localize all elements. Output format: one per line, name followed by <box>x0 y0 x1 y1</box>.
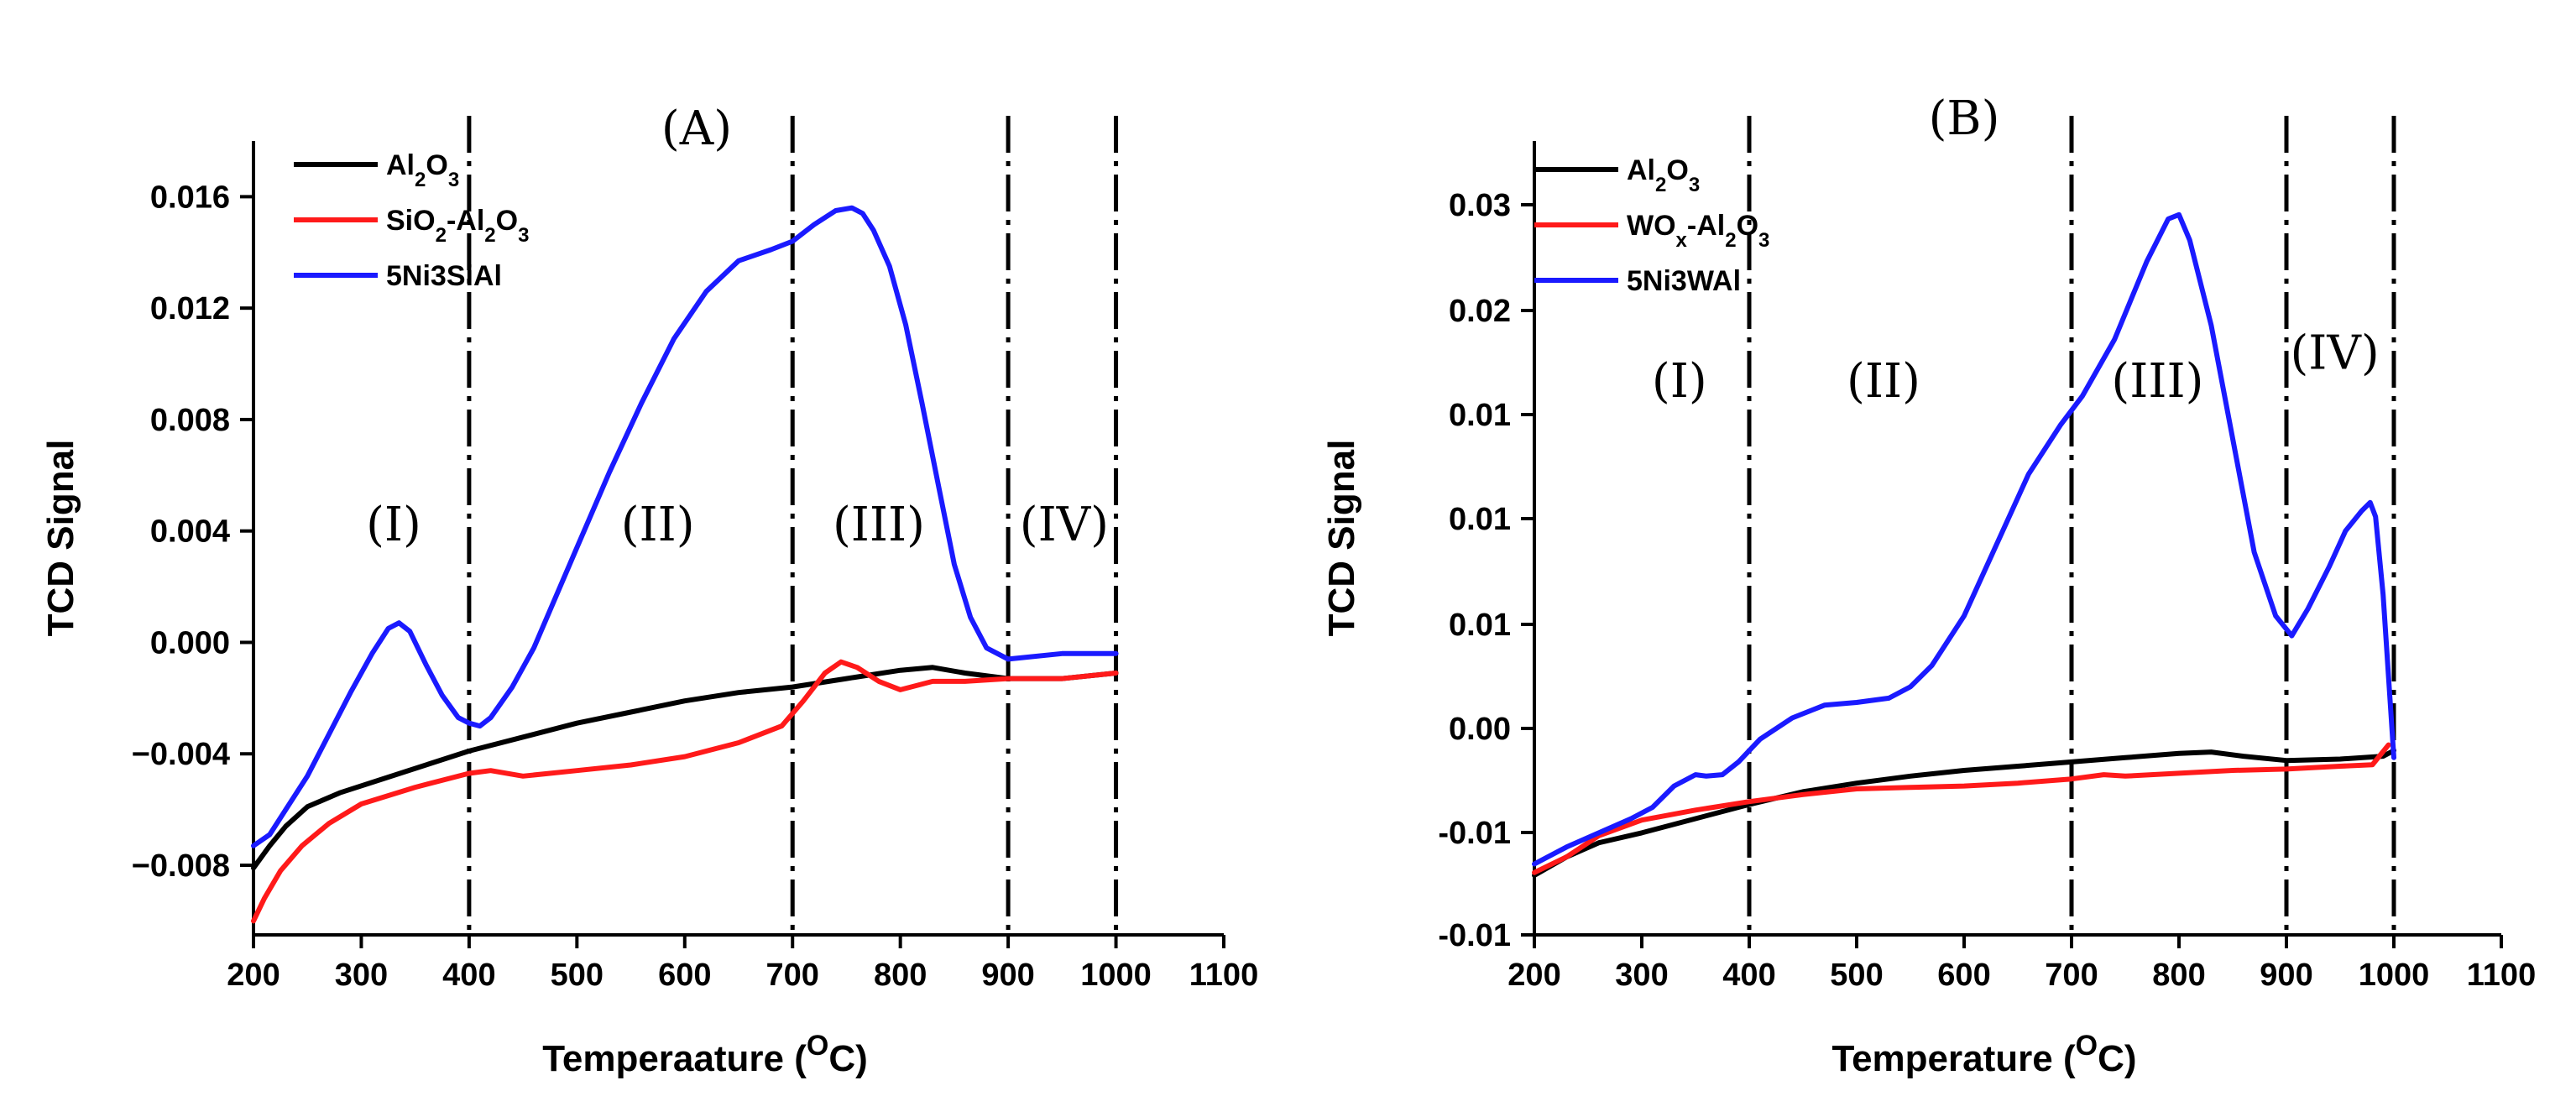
series-line-al2o3 <box>251 665 1119 871</box>
legend-sub: x <box>1676 229 1688 252</box>
legend-part: -Al <box>1687 210 1725 242</box>
x-tick-label: 700 <box>2045 958 2098 993</box>
region-label: (III) <box>833 498 925 552</box>
region-label: (II) <box>1847 354 1920 409</box>
legend-part: 5Ni3WAl <box>1627 265 1741 297</box>
y-tick-label: 0.008 <box>150 403 230 438</box>
legend-part: Al <box>1627 154 1655 186</box>
legend-part: O <box>1666 154 1688 186</box>
x-axis-title-sup: O <box>2076 1030 2098 1062</box>
legend-sub: 2 <box>1655 174 1666 196</box>
x-axis-title-text: Temperaature ( <box>542 1038 807 1079</box>
y-tick-label: 0.01 <box>1449 398 1511 433</box>
legend-sub: 3 <box>448 169 459 191</box>
legend-sub: 3 <box>518 224 529 247</box>
panel-label: (B) <box>1929 91 2000 146</box>
legend-part: 5Ni3SiAl <box>386 260 502 292</box>
x-tick-label: 1100 <box>2467 958 2536 993</box>
legend-part: O <box>426 149 447 181</box>
legend-sub: 2 <box>415 169 426 191</box>
x-tick-label: 900 <box>2260 958 2312 993</box>
legend-part: O <box>496 205 518 237</box>
y-tick-label: -0.01 <box>1438 918 1511 953</box>
y-tick-label: 0.012 <box>150 291 230 326</box>
x-tick-label: 800 <box>2152 958 2205 993</box>
y-tick-label: 0.03 <box>1449 188 1511 223</box>
y-axis-title: TCD Signal <box>1321 440 1362 637</box>
y-tick-label: -0.01 <box>1438 816 1511 851</box>
series-line-sio2-al2o3 <box>251 659 1119 924</box>
y-tick-label: 0.016 <box>150 180 230 215</box>
region-label: (IV) <box>2290 326 2379 380</box>
legend-label: Al2O3 <box>1627 154 1700 196</box>
x-tick-label: 600 <box>1937 958 1990 993</box>
x-tick-label: 900 <box>981 958 1034 993</box>
x-axis-title-tail: C) <box>2098 1038 2136 1079</box>
x-axis-title-tail: C) <box>828 1038 867 1079</box>
legend-label: 5Ni3WAl <box>1627 265 1741 297</box>
legend-part: WO <box>1627 210 1676 242</box>
x-axis-title-sup: O <box>807 1030 828 1062</box>
legend-part: SiO <box>386 205 436 237</box>
legend-label: SiO2-Al2O3 <box>386 205 529 247</box>
series-line-al2o3 <box>1532 748 2396 878</box>
y-axis-title: TCD Signal <box>40 440 81 637</box>
x-tick-label: 500 <box>1830 958 1883 993</box>
legend-sub: 3 <box>1758 229 1769 252</box>
y-tick-label: 0.004 <box>150 514 230 550</box>
legend-sub: 2 <box>1725 229 1736 252</box>
x-axis-title: Temperature (OC) <box>1831 1030 2136 1079</box>
x-axis-title: Temperaature (OC) <box>542 1030 868 1079</box>
x-tick-label: 200 <box>1507 958 1560 993</box>
legend-part: -Al <box>447 205 484 237</box>
panel-a: 200 300 400 500 600 700 800 900 1000 1100 −0.008 −0… <box>40 102 1258 1079</box>
legend-label: Al2O3 <box>386 149 459 191</box>
y-tick-label: 0.00 <box>1449 712 1511 747</box>
legend-sub: 3 <box>1689 174 1700 196</box>
legend-sub: 2 <box>484 224 495 247</box>
region-label: (III) <box>2111 354 2203 409</box>
series-line-5ni3wal <box>1532 211 2396 867</box>
region-label: (I) <box>366 498 421 552</box>
y-tick-label: 0.01 <box>1449 608 1511 643</box>
x-tick-label: 200 <box>227 958 280 993</box>
x-tick-label: 800 <box>874 958 927 993</box>
legend-label: WOx-Al2O3 <box>1627 210 1769 252</box>
x-tick-label: 700 <box>766 958 819 993</box>
region-label: (I) <box>1652 354 1707 409</box>
region-label: (II) <box>621 498 695 552</box>
panel-b: 200 300 400 500 600 700 800 900 1000 1100 -0.01 -0.… <box>1321 91 2536 1079</box>
series-line-5ni3sial <box>251 205 1119 848</box>
x-axis-title-text: Temperature ( <box>1831 1038 2075 1079</box>
legend-label: 5Ni3SiAl <box>386 260 502 292</box>
x-tick-label: 1000 <box>2359 958 2430 993</box>
y-tick-label: 0.02 <box>1449 294 1511 329</box>
region-label: (IV) <box>1020 498 1109 552</box>
x-tick-label: 1000 <box>1080 958 1152 993</box>
x-tick-label: 300 <box>335 958 388 993</box>
series-line-wox-al2o3 <box>1532 742 2391 875</box>
y-tick-label: 0.01 <box>1449 502 1511 537</box>
panel-label: (A) <box>661 102 732 156</box>
x-tick-label: 600 <box>658 958 711 993</box>
legend-sub: 2 <box>436 224 447 247</box>
x-tick-label: 1100 <box>1189 958 1258 993</box>
x-tick-label: 400 <box>1722 958 1775 993</box>
y-tick-label: 0.000 <box>150 625 230 660</box>
y-tick-label: −0.004 <box>132 737 230 772</box>
x-tick-label: 400 <box>442 958 495 993</box>
legend-part: Al <box>386 149 415 181</box>
legend-part: O <box>1737 210 1758 242</box>
x-tick-label: 500 <box>551 958 604 993</box>
y-tick-label: −0.008 <box>132 848 230 884</box>
x-tick-label: 300 <box>1615 958 1668 993</box>
